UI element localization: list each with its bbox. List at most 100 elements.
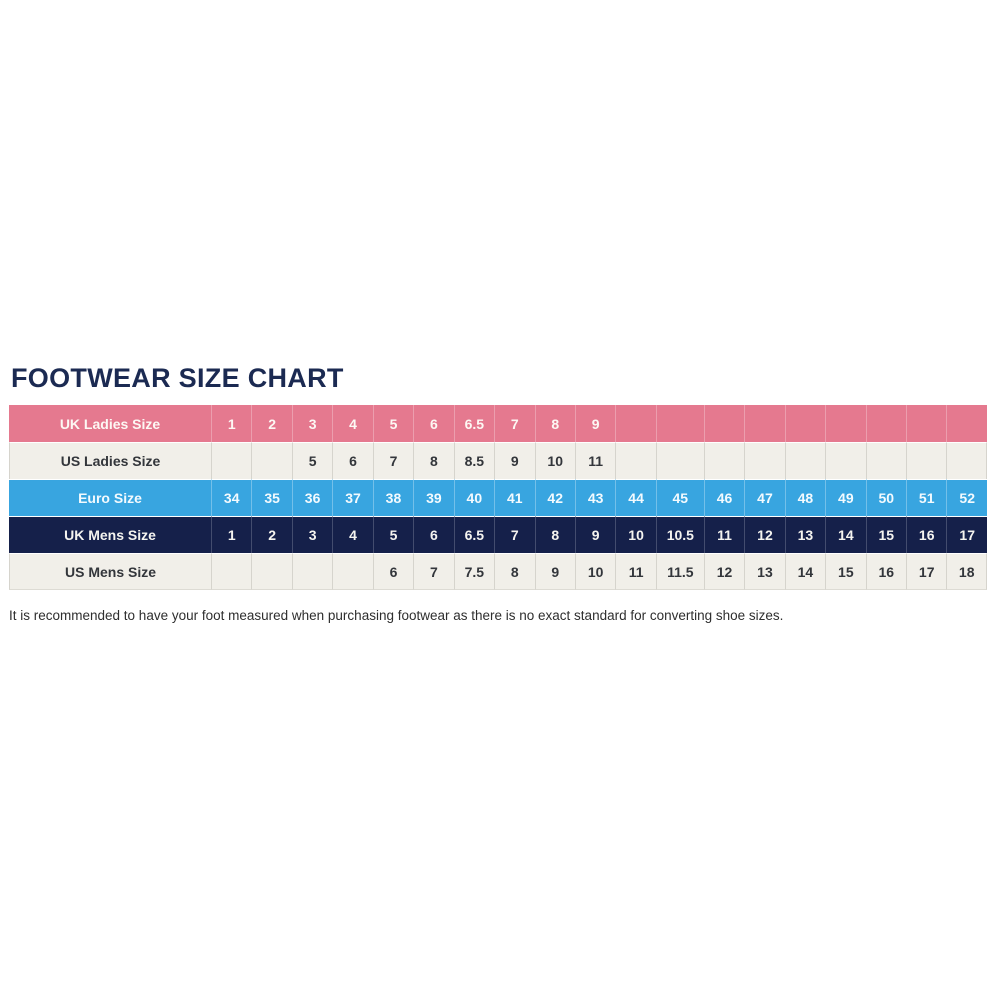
size-cell: 9: [494, 442, 535, 479]
size-cell: 8: [534, 516, 575, 553]
table-row-us-mens-size: US Mens Size 6 7 7.5 8 9 10 11 11.5 12 13 14 15 16 17 1…: [9, 553, 987, 590]
size-cell: 34: [211, 479, 252, 516]
size-cell: 6.5: [453, 516, 495, 553]
size-cell: 42: [534, 479, 575, 516]
size-cell: [615, 442, 656, 479]
size-cell: 41: [494, 479, 535, 516]
size-cell: [655, 405, 704, 442]
size-cell: 7: [494, 516, 535, 553]
size-cell: 14: [825, 516, 866, 553]
size-table: UK Ladies Size 1 2 3 4 5 6 6.5 7 8 9 US Ladies Size…: [9, 405, 987, 590]
size-cell: 2: [251, 405, 292, 442]
size-cell: 17: [906, 553, 947, 590]
size-cell: 2: [251, 516, 292, 553]
size-cell: 7: [372, 442, 414, 479]
size-cell: [211, 553, 252, 590]
size-cell: 5: [372, 405, 414, 442]
page-title: FOOTWEAR SIZE CHART: [11, 363, 344, 393]
footnote: It is recommended to have your foot meas…: [9, 608, 784, 623]
size-cell: 6: [332, 442, 373, 479]
row-label: UK Ladies Size: [9, 405, 211, 442]
size-cell: 7: [494, 405, 535, 442]
size-cell: 13: [744, 553, 785, 590]
size-cell: [332, 553, 373, 590]
size-cell: [784, 405, 826, 442]
table-row-uk-mens-size: UK Mens Size 1 2 3 4 5 6 6.5 7 8 9 10 10.5 11 12 13 14 15…: [9, 516, 987, 553]
size-cell: 5: [291, 442, 333, 479]
size-cell: 48: [784, 479, 826, 516]
size-cell: [703, 405, 745, 442]
size-cell: 1: [211, 405, 252, 442]
size-cell: 49: [825, 479, 866, 516]
size-cell: 12: [744, 516, 785, 553]
size-cell: 38: [372, 479, 414, 516]
size-cell: [906, 405, 947, 442]
size-cell: 11.5: [655, 553, 704, 590]
size-cell: 15: [865, 516, 906, 553]
size-cell: [291, 553, 333, 590]
size-cell: 45: [655, 479, 704, 516]
size-cell: 44: [615, 479, 656, 516]
size-cell: [825, 405, 866, 442]
size-cell: 9: [574, 405, 616, 442]
size-cell: 4: [332, 405, 373, 442]
size-cell: 6.5: [453, 405, 495, 442]
size-cell: [865, 405, 906, 442]
table-row-uk-ladies-size: UK Ladies Size 1 2 3 4 5 6 6.5 7 8 9: [9, 405, 987, 442]
size-cell: [744, 405, 785, 442]
size-cell: 51: [906, 479, 947, 516]
size-cell: 9: [574, 516, 616, 553]
size-cell: 10.5: [655, 516, 704, 553]
size-cell: [946, 442, 987, 479]
row-label: US Mens Size: [9, 553, 211, 590]
size-chart-section: FOOTWEAR SIZE CHART UK Ladies Size 1 2 3 4 5 6…: [9, 363, 987, 623]
size-cell: 43: [574, 479, 616, 516]
size-cell: 12: [703, 553, 745, 590]
size-cell: 11: [615, 553, 656, 590]
row-label: Euro Size: [9, 479, 211, 516]
size-cell: 18: [946, 553, 987, 590]
size-cell: 11: [703, 516, 745, 553]
size-cell: 16: [865, 553, 906, 590]
table-row-euro-size: Euro Size 34 35 36 37 38 39 40 41 42 43 44 45 46 47 48 4…: [9, 479, 987, 516]
size-cell: 3: [291, 516, 333, 553]
size-cell: 4: [332, 516, 373, 553]
size-cell: 39: [413, 479, 454, 516]
size-cell: 40: [453, 479, 495, 516]
size-cell: 16: [906, 516, 947, 553]
size-cell: 10: [615, 516, 656, 553]
size-cell: [784, 442, 826, 479]
size-cell: [825, 442, 866, 479]
size-cell: 6: [372, 553, 414, 590]
size-cell: 9: [534, 553, 575, 590]
size-cell: 13: [784, 516, 826, 553]
size-cell: 10: [534, 442, 575, 479]
size-cell: 36: [291, 479, 333, 516]
row-label: US Ladies Size: [9, 442, 211, 479]
size-cell: 37: [332, 479, 373, 516]
size-cell: [744, 442, 785, 479]
size-cell: 7.5: [453, 553, 495, 590]
size-cell: 35: [251, 479, 292, 516]
size-cell: 15: [825, 553, 866, 590]
size-cell: [655, 442, 704, 479]
size-cell: 8.5: [453, 442, 495, 479]
size-cell: [703, 442, 745, 479]
size-cell: 47: [744, 479, 785, 516]
size-cell: [251, 553, 292, 590]
size-cell: 14: [784, 553, 826, 590]
size-cell: 1: [211, 516, 252, 553]
size-cell: 5: [372, 516, 414, 553]
size-cell: [211, 442, 252, 479]
size-cell: 46: [703, 479, 745, 516]
row-label: UK Mens Size: [9, 516, 211, 553]
size-cell: 7: [413, 553, 454, 590]
size-cell: [946, 405, 987, 442]
size-table-body: UK Ladies Size 1 2 3 4 5 6 6.5 7 8 9 US Ladies Size…: [9, 405, 987, 590]
size-cell: 50: [865, 479, 906, 516]
size-cell: [615, 405, 656, 442]
size-cell: 8: [534, 405, 575, 442]
size-cell: 11: [574, 442, 616, 479]
size-cell: 8: [413, 442, 454, 479]
size-cell: 10: [574, 553, 616, 590]
